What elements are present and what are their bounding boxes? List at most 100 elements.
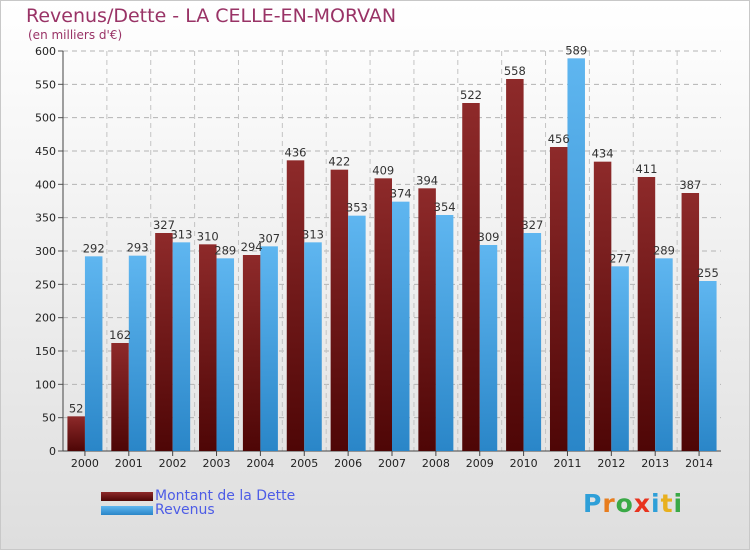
logo-letter: o — [615, 489, 634, 518]
data-label-dette: 456 — [548, 132, 570, 146]
data-label-dette: 294 — [241, 240, 263, 254]
y-tick-label: 300 — [35, 245, 56, 258]
bar-dette — [67, 416, 85, 451]
logo-letter: x — [633, 489, 651, 518]
data-label-revenus: 277 — [609, 251, 631, 265]
data-label-dette: 162 — [109, 328, 131, 342]
logo-letter: P — [583, 489, 603, 518]
bar-dette — [549, 147, 568, 451]
logo-letter: i — [651, 489, 661, 518]
bar-dette — [286, 160, 305, 452]
bar-revenus — [523, 233, 542, 451]
bar-revenus — [304, 242, 322, 451]
data-label-dette: 436 — [285, 145, 307, 159]
data-label-dette: 409 — [372, 163, 394, 177]
bar-revenus — [479, 245, 498, 451]
data-label-dette: 52 — [69, 401, 84, 415]
data-label-dette: 422 — [328, 155, 350, 169]
bar-revenus — [655, 258, 673, 451]
data-label-revenus: 374 — [390, 187, 412, 201]
bar-revenus — [699, 281, 717, 451]
logo-letter: r — [602, 489, 616, 518]
bar-dette — [462, 103, 480, 451]
bar-dette — [418, 188, 436, 452]
bar-dette — [506, 79, 524, 451]
data-label-revenus: 589 — [565, 43, 587, 57]
x-tick-label: 2002 — [159, 457, 187, 470]
data-label-revenus: 293 — [127, 241, 149, 255]
data-label-dette: 310 — [197, 229, 219, 243]
data-label-dette: 387 — [679, 178, 701, 192]
x-tick-label: 2011 — [553, 457, 581, 470]
x-tick-label: 2005 — [290, 457, 318, 470]
y-tick-label: 450 — [35, 145, 56, 158]
bar-dette — [374, 178, 392, 452]
data-label-dette: 394 — [416, 173, 438, 187]
chart-subtitle: (en milliers d'€) — [28, 28, 123, 42]
data-label-revenus: 353 — [346, 201, 368, 215]
y-tick-label: 550 — [35, 78, 56, 91]
x-tick-label: 2013 — [641, 457, 669, 470]
bar-revenus — [348, 215, 366, 451]
bar-revenus — [128, 255, 147, 451]
y-tick-label: 250 — [35, 278, 56, 291]
bar-revenus — [216, 258, 235, 451]
data-label-dette: 522 — [460, 88, 482, 102]
y-tick-label: 200 — [35, 312, 56, 325]
x-tick-label: 2007 — [378, 457, 406, 470]
legend-swatch-revenus — [101, 506, 153, 515]
logo-letter: i — [673, 489, 684, 518]
bar-dette — [111, 343, 129, 451]
legend-label-revenus: Revenus — [155, 502, 215, 518]
data-label-dette: 411 — [635, 162, 657, 176]
y-tick-label: 400 — [35, 178, 56, 191]
proxiti-logo: Proxiti — [583, 489, 683, 518]
data-label-dette: 434 — [592, 147, 614, 161]
y-tick-label: 600 — [35, 45, 56, 58]
data-label-revenus: 309 — [478, 230, 500, 244]
y-tick-label: 150 — [35, 345, 56, 358]
bar-dette — [155, 233, 173, 451]
legend-swatch-dette — [101, 492, 153, 501]
bar-dette — [330, 169, 349, 451]
legend-label-dette: Montant de la Dette — [155, 488, 296, 504]
data-label-revenus: 289 — [214, 243, 236, 257]
bar-dette — [199, 244, 217, 451]
x-tick-label: 2009 — [466, 457, 494, 470]
chart-title: Revenus/Dette - LA CELLE-EN-MORVAN — [26, 5, 397, 27]
bar-dette — [593, 161, 612, 451]
x-tick-label: 2010 — [510, 457, 538, 470]
x-tick-label: 2008 — [422, 457, 450, 470]
bar-revenus — [567, 58, 585, 451]
bar-revenus — [172, 242, 191, 451]
bar-revenus — [392, 201, 410, 451]
data-label-dette: 558 — [504, 64, 526, 78]
data-label-revenus: 255 — [697, 266, 719, 280]
data-label-revenus: 307 — [258, 231, 280, 245]
y-tick-label: 50 — [42, 412, 56, 425]
data-label-revenus: 313 — [170, 227, 192, 241]
bar-dette — [637, 177, 656, 451]
x-tick-label: 2012 — [597, 457, 625, 470]
bar-revenus — [435, 215, 454, 451]
y-tick-label: 0 — [49, 445, 56, 458]
y-tick-label: 100 — [35, 378, 56, 391]
data-label-revenus: 289 — [653, 243, 675, 257]
data-label-dette: 327 — [153, 218, 175, 232]
data-label-revenus: 327 — [521, 218, 543, 232]
bar-revenus — [260, 246, 278, 451]
x-tick-label: 2001 — [115, 457, 143, 470]
bar-revenus — [611, 266, 629, 451]
x-tick-label: 2003 — [203, 457, 231, 470]
data-label-revenus: 313 — [302, 227, 324, 241]
x-tick-label: 2000 — [71, 457, 99, 470]
x-tick-label: 2006 — [334, 457, 362, 470]
y-tick-label: 350 — [35, 212, 56, 225]
y-tick-label: 500 — [35, 112, 56, 125]
bar-dette — [242, 255, 261, 451]
data-label-revenus: 354 — [434, 200, 456, 214]
bar-dette — [681, 193, 700, 451]
bar-revenus — [84, 256, 103, 451]
